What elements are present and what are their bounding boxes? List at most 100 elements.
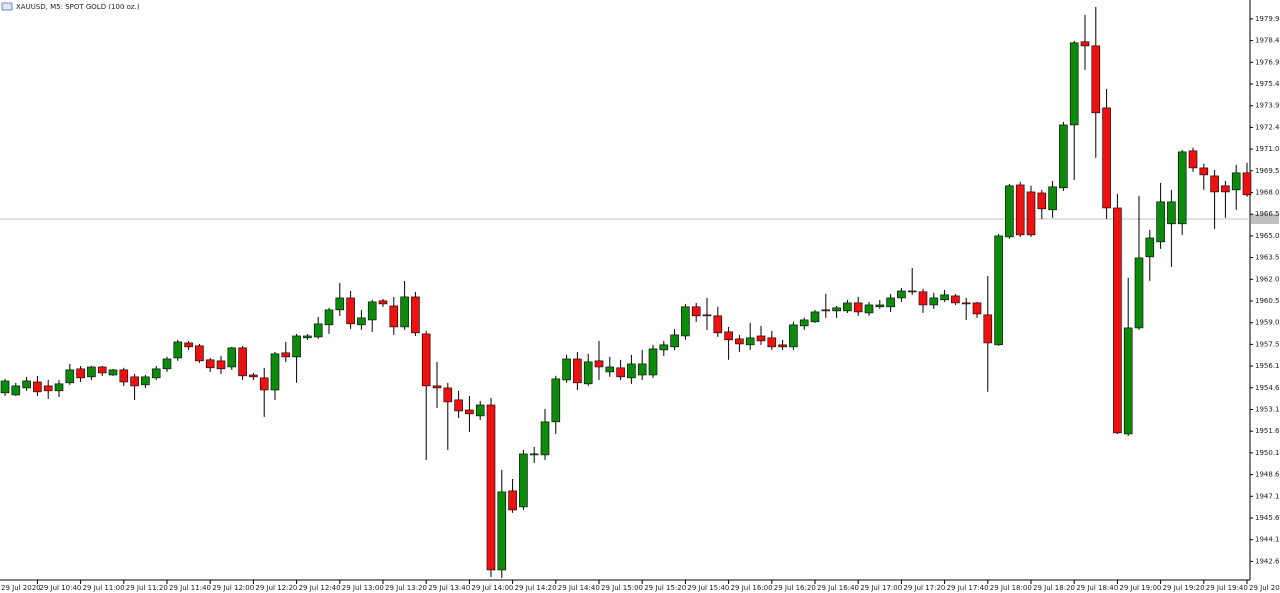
candle-body (1037, 192, 1047, 210)
candle-body (529, 453, 539, 456)
candle-body (702, 314, 712, 317)
candle-body (1059, 124, 1068, 189)
candle-body (573, 358, 582, 384)
candle-body (227, 347, 237, 368)
x-tick-label: 29 Jul 15:20 (644, 584, 686, 592)
candle-body (151, 368, 161, 379)
x-tick-label: 29 Jul 11:40 (169, 584, 211, 592)
candle-body (1048, 186, 1057, 211)
x-tick-label: 29 Jul 17:40 (947, 584, 989, 592)
candle-body (637, 363, 647, 376)
candle-body (810, 311, 820, 323)
x-tick-label: 29 Jul 15:00 (601, 584, 643, 592)
x-start-label: 29 Jul 2020 (1, 584, 41, 592)
candle-body (0, 380, 10, 394)
y-tick-label: 1975.47 (1255, 80, 1280, 88)
candle-body (605, 366, 615, 373)
candle-body (983, 314, 993, 344)
x-tick-label: 29 Jul 12:20 (255, 584, 297, 592)
candle-body (961, 302, 971, 305)
x-tick-label: 29 Jul 19:20 (1163, 584, 1205, 592)
candle-body (929, 297, 939, 306)
y-tick-label: 1979.94 (1255, 15, 1280, 23)
candle-body (87, 366, 96, 378)
candle-body (627, 363, 636, 379)
candle-body (292, 335, 301, 358)
x-tick-label: 29 Jul 13:40 (428, 584, 470, 592)
candle-body (659, 344, 669, 351)
candle-body (994, 235, 1003, 346)
candle-body (562, 358, 571, 381)
x-tick-label: 29 Jul 17:20 (903, 584, 945, 592)
candle-body (162, 358, 172, 370)
candle-body (259, 377, 269, 391)
candle-body (594, 360, 604, 368)
candle-body (54, 383, 64, 392)
candle-body (853, 302, 863, 313)
price-label-box (1251, 214, 1279, 225)
candle-body (1015, 184, 1025, 236)
candle-body (313, 323, 323, 338)
candle-body (249, 374, 258, 378)
candle-body (886, 297, 895, 308)
candle-body (713, 315, 723, 334)
y-tick-label: 1957.59 (1255, 340, 1280, 348)
x-tick-label: 29 Jul 13:20 (385, 584, 427, 592)
y-tick-label: 1960.57 (1255, 297, 1280, 305)
candle-body (897, 290, 906, 299)
candle-body (951, 295, 960, 304)
candle-body (1134, 257, 1144, 329)
y-tick-label: 1963.55 (1255, 254, 1280, 262)
x-tick-label: 29 Jul 12:40 (299, 584, 341, 592)
candle-body (1242, 172, 1252, 196)
x-tick-label: 29 Jul 16:20 (774, 584, 816, 592)
candle-body (141, 376, 150, 386)
candle-body (691, 306, 701, 317)
candle-body (270, 353, 280, 391)
candle-body (303, 335, 312, 339)
candle-body (735, 338, 744, 345)
candle-body (821, 309, 831, 312)
candle-body (1005, 185, 1014, 238)
candle-body (97, 366, 107, 374)
y-tick-label: 1954.61 (1255, 384, 1280, 392)
candle-body (940, 294, 949, 301)
x-tick-label: 29 Jul 19:40 (1206, 584, 1248, 592)
candle-body (465, 409, 474, 415)
symbol-icon (1, 2, 13, 11)
x-tick-label: 29 Jul 16:00 (731, 584, 773, 592)
y-tick-label: 1968.02 (1255, 189, 1280, 197)
y-tick-label: 1953.12 (1255, 405, 1280, 413)
x-tick-label: 29 Jul 14:20 (515, 584, 557, 592)
candle-body (681, 306, 690, 337)
candle-body (195, 345, 204, 362)
candle-body (1080, 41, 1090, 47)
candle-body (767, 337, 777, 348)
candle-body (875, 304, 885, 308)
candle-body (1091, 45, 1101, 114)
candle-body (670, 334, 679, 348)
candle-body (1102, 107, 1111, 209)
candle-body (551, 378, 561, 423)
candle-body (411, 296, 420, 334)
x-tick-label: 29 Jul 13:00 (342, 584, 384, 592)
candle-body (1188, 150, 1198, 169)
x-tick-label: 29 Jul 10:40 (39, 584, 81, 592)
candle-body (454, 399, 463, 412)
candle-body (432, 385, 442, 389)
candle-body (357, 317, 366, 326)
y-tick-label: 1973.98 (1255, 102, 1280, 110)
candle-body (11, 385, 21, 396)
candle-body (1210, 175, 1219, 193)
candle-body (378, 300, 388, 305)
x-tick-label: 29 Jul 18:00 (990, 584, 1032, 592)
candle-body (540, 421, 550, 456)
y-tick-label: 1971.00 (1255, 145, 1280, 153)
y-tick-label: 1944.18 (1255, 536, 1280, 544)
candle-body (616, 367, 625, 378)
y-tick-label: 1962.06 (1255, 275, 1280, 283)
y-tick-label: 1976.96 (1255, 58, 1280, 66)
candle-body (22, 380, 31, 389)
